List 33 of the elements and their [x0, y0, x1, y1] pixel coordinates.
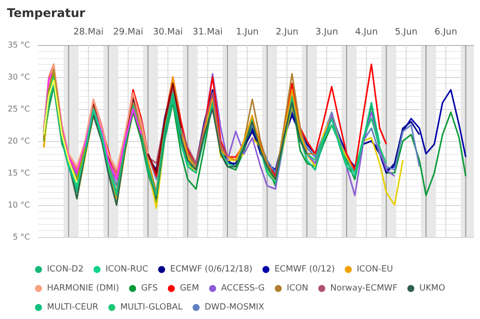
x-tick-label: 30.Mai: [152, 28, 183, 38]
legend-label: GFS: [141, 284, 158, 294]
legend-label: ACCESS-G: [221, 284, 265, 294]
x-tick-label: 2.Jun: [276, 28, 298, 38]
legend-label: DWD-MOSMIX: [204, 302, 264, 312]
y-tick-label: 20 °C: [8, 136, 30, 146]
x-tick-label: 1.Jun: [236, 28, 259, 38]
x-tick-label: 31.Mai: [192, 28, 223, 38]
x-tick-label: 29.Mai: [113, 28, 144, 38]
y-tick-label: 10 °C: [8, 200, 30, 210]
y-tick-label: 30 °C: [8, 72, 30, 82]
x-tick-label: 3.Jun: [315, 28, 338, 38]
legend-label: UKMO: [419, 284, 446, 294]
legend-label: MULTI-CEUR: [47, 302, 98, 312]
x-tick-label: 6.Jun: [434, 28, 458, 38]
x-tick-label: 4.Jun: [355, 28, 378, 38]
legend-label: ICON: [286, 284, 308, 294]
legend-label: ECMWF (0/6/12/18): [170, 264, 252, 274]
legend-label: MULTI-GLOBAL: [120, 302, 183, 312]
chart-title: Temperatur: [7, 6, 86, 20]
x-tick-label: 28.Mai: [73, 28, 104, 38]
legend-label: HARMONIE (DMI): [47, 284, 120, 294]
legend-label: ICON-D2: [47, 264, 84, 274]
y-tick-label: 15 °C: [8, 168, 30, 178]
x-tick-label: 5.Jun: [394, 28, 418, 38]
legend-label: ICON-RUC: [106, 264, 148, 274]
y-tick-label: 35 °C: [8, 40, 30, 50]
y-tick-label: 5 °C: [12, 232, 30, 242]
legend-label: GEM: [180, 284, 200, 294]
y-tick-label: 25 °C: [8, 104, 30, 114]
legend-label: ECMWF (0/12): [274, 264, 335, 274]
legend-label: Norway-ECMWF: [330, 284, 398, 294]
legend-label: ICON-EU: [356, 264, 393, 274]
